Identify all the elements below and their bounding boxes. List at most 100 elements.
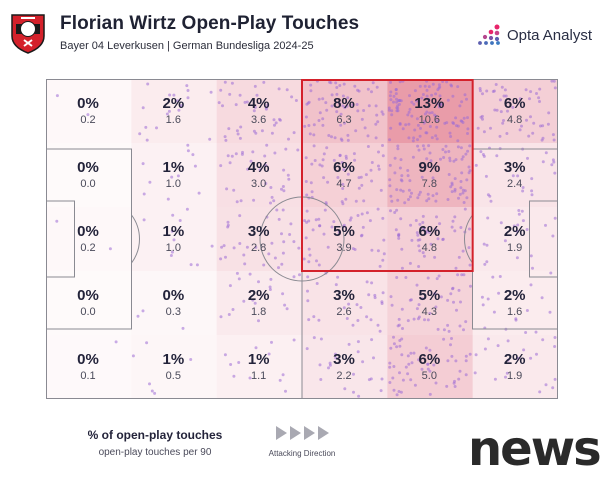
touch-dot [189, 263, 193, 267]
touch-dot [498, 134, 502, 138]
touch-dot [322, 152, 326, 156]
touch-dot [253, 84, 257, 88]
touch-dot [344, 154, 348, 158]
touch-dot [237, 277, 241, 281]
touch-dot [482, 130, 486, 134]
touch-dot [397, 317, 401, 321]
touch-dot [330, 135, 333, 139]
touch-dot [460, 171, 464, 175]
touch-dot [283, 303, 287, 307]
touch-dot [341, 187, 345, 190]
touch-dot [377, 167, 381, 171]
touch-dot [306, 275, 310, 279]
touch-dot [410, 114, 414, 118]
touch-dot [425, 94, 429, 98]
touch-dot [345, 104, 349, 108]
touch-dot [322, 232, 326, 236]
touch-dot [492, 89, 496, 93]
touch-dot [456, 273, 460, 277]
touch-dot [495, 108, 499, 112]
touch-dot [553, 336, 557, 339]
heat-cell [216, 207, 302, 271]
touch-dot [551, 158, 555, 162]
touch-dot [462, 328, 465, 332]
touch-dot [388, 94, 392, 98]
touch-dot [240, 152, 244, 156]
touch-dot [474, 353, 478, 357]
touch-dot [238, 214, 242, 218]
heat-cell [46, 271, 131, 335]
touch-dot [280, 262, 284, 266]
touch-dot [436, 237, 440, 241]
touch-dot [219, 315, 223, 319]
heat-cell [46, 335, 131, 399]
touch-dot [448, 131, 452, 135]
touch-dot [551, 133, 555, 137]
touch-dot [374, 122, 378, 126]
touch-dot [389, 194, 393, 198]
touch-dot [549, 271, 553, 275]
touch-dot [114, 340, 118, 344]
touch-dot [413, 128, 417, 132]
touch-dot [252, 198, 256, 202]
touch-dot [499, 110, 503, 114]
touch-dot [391, 376, 395, 380]
touch-dot [432, 363, 436, 367]
touch-dot [416, 144, 420, 148]
touch-dot [465, 97, 468, 101]
touch-dot [547, 111, 551, 115]
touch-dot [468, 352, 472, 356]
touch-dot [450, 84, 454, 88]
touch-dot [209, 90, 213, 94]
touch-dot [439, 295, 443, 299]
touch-dot [478, 87, 482, 90]
touch-dot [326, 245, 330, 249]
heat-cell [131, 79, 217, 143]
touch-dot [453, 379, 456, 383]
touch-dot [462, 116, 466, 120]
touch-dot [502, 94, 506, 98]
touch-dot [170, 229, 174, 233]
touch-dot [142, 218, 146, 222]
touch-dot [302, 257, 306, 261]
touch-dot [550, 79, 554, 83]
touch-dot [396, 144, 400, 148]
touch-dot [540, 296, 544, 300]
touch-dot [255, 93, 259, 97]
touch-dot [280, 232, 283, 236]
touch-dot [398, 344, 402, 348]
touch-dot [444, 144, 448, 148]
touch-dot [375, 85, 379, 89]
touch-dot [360, 233, 364, 237]
touch-dot [338, 154, 342, 158]
touch-dot [277, 87, 281, 91]
touch-dot [461, 191, 465, 195]
touch-dot [333, 136, 337, 140]
heat-cell [302, 207, 388, 271]
touch-dot [176, 99, 180, 103]
touch-dot [278, 117, 281, 121]
heat-cell [387, 335, 473, 399]
touch-dot [428, 392, 432, 396]
touch-dot [232, 246, 236, 250]
touch-dot [369, 377, 373, 381]
touch-dot [408, 261, 412, 265]
touch-dot [418, 190, 422, 194]
touch-dot [284, 389, 287, 393]
touch-dot [415, 307, 419, 311]
touch-dot [225, 187, 229, 191]
touch-dot [524, 331, 528, 334]
touch-dot [468, 263, 472, 267]
touch-dot [449, 185, 453, 189]
touch-dot [433, 292, 437, 296]
touch-dot [193, 164, 197, 168]
touch-dot [346, 96, 350, 100]
touch-dot [464, 354, 468, 358]
touch-dot [265, 143, 269, 147]
touch-dot [235, 271, 239, 275]
touch-dot [227, 127, 231, 131]
touch-dot [328, 363, 332, 367]
touch-dot [376, 207, 380, 211]
touch-dot [317, 119, 321, 122]
touch-dot [517, 212, 521, 216]
